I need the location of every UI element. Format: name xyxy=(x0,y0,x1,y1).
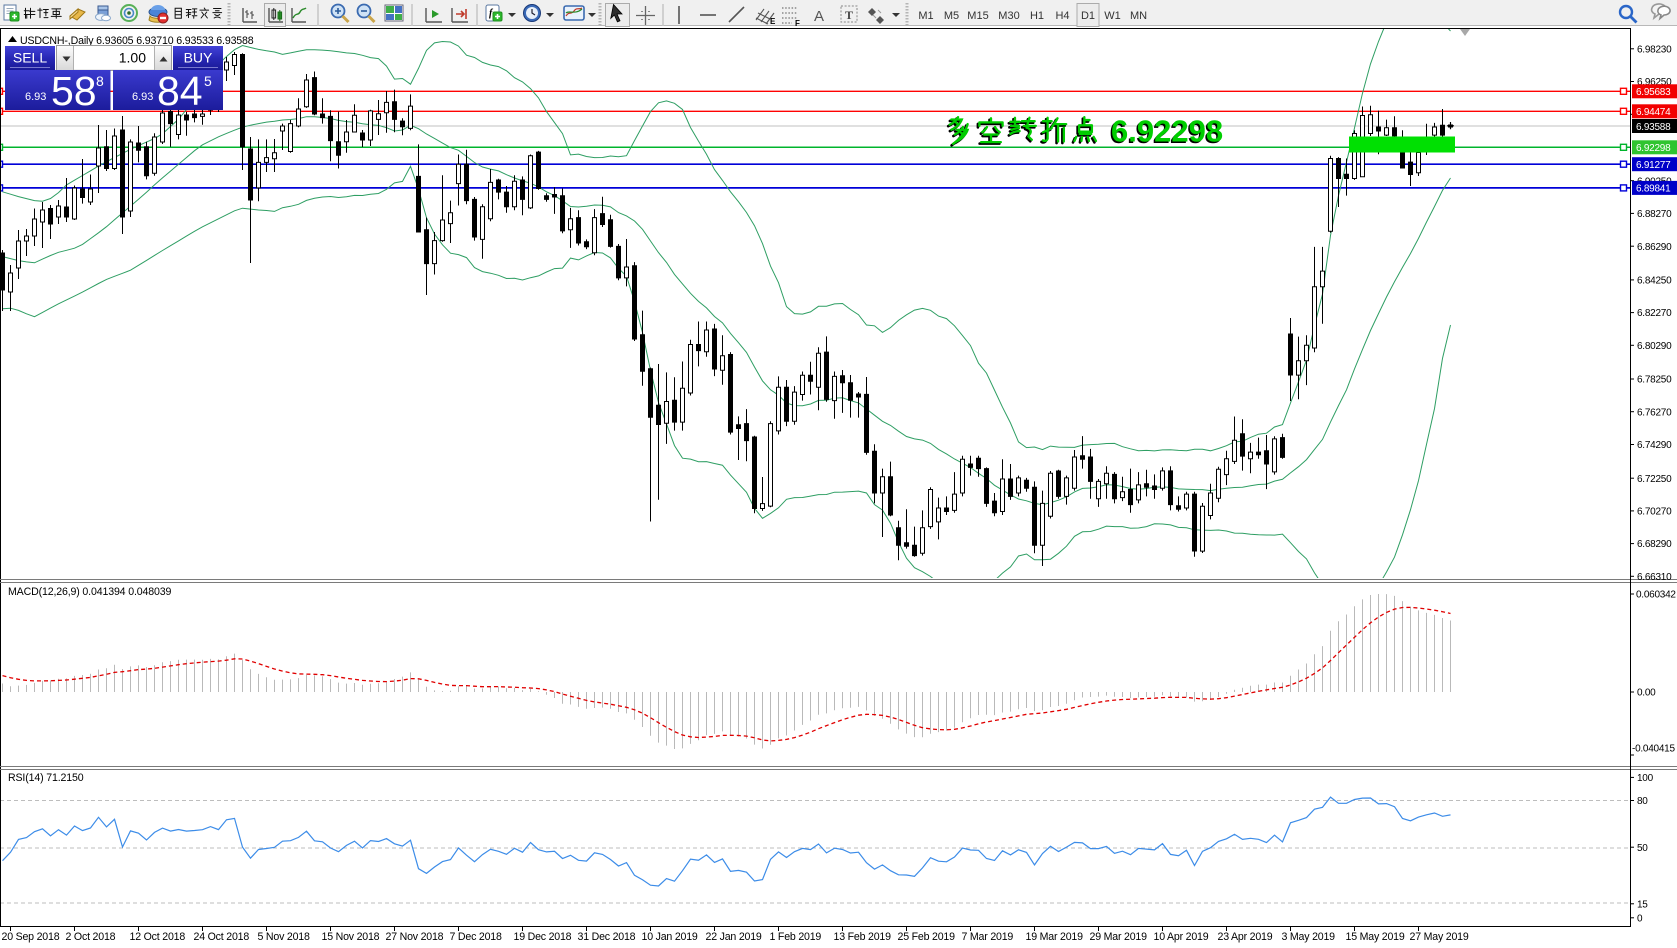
svg-text:USDCNH-,Daily 6.93605 6.93710: USDCNH-,Daily 6.93605 6.93710 6.93533 6.… xyxy=(20,35,254,47)
svg-text:0.00: 0.00 xyxy=(1637,688,1656,699)
svg-text:10 Apr 2019: 10 Apr 2019 xyxy=(1154,931,1209,943)
svg-text:6.84250: 6.84250 xyxy=(1637,276,1672,287)
svg-text:20 Sep 2018: 20 Sep 2018 xyxy=(2,931,60,943)
svg-text:84: 84 xyxy=(157,68,203,114)
svg-text:f: f xyxy=(489,8,494,19)
svg-text:25 Feb 2019: 25 Feb 2019 xyxy=(898,931,956,943)
svg-text:5: 5 xyxy=(204,73,212,89)
svg-text:13 Feb 2019: 13 Feb 2019 xyxy=(834,931,892,943)
svg-text:19 Dec 2018: 19 Dec 2018 xyxy=(514,931,572,943)
svg-text:BUY: BUY xyxy=(184,50,213,66)
svg-text:15 May 2019: 15 May 2019 xyxy=(1346,931,1405,943)
svg-text:2 Oct 2018: 2 Oct 2018 xyxy=(66,931,116,943)
svg-text:SELL: SELL xyxy=(13,50,47,66)
svg-text:6.93: 6.93 xyxy=(132,91,153,103)
svg-text:E: E xyxy=(770,17,776,26)
svg-text:0.060342: 0.060342 xyxy=(1636,590,1676,601)
svg-text:6.96250: 6.96250 xyxy=(1637,77,1672,88)
svg-text:1 Feb 2019: 1 Feb 2019 xyxy=(770,931,822,943)
svg-text:M5: M5 xyxy=(944,10,959,22)
svg-text:0: 0 xyxy=(1637,913,1643,924)
svg-text:6.92298: 6.92298 xyxy=(1111,114,1223,149)
svg-text:3 May 2019: 3 May 2019 xyxy=(1282,931,1336,943)
svg-text:6.93: 6.93 xyxy=(25,91,46,103)
svg-text:50: 50 xyxy=(1637,843,1648,854)
svg-text:6.76270: 6.76270 xyxy=(1637,407,1672,418)
svg-text:6.82270: 6.82270 xyxy=(1637,308,1672,319)
svg-text:6.78250: 6.78250 xyxy=(1637,375,1672,386)
svg-text:MN: MN xyxy=(1130,10,1147,22)
svg-text:6.95683: 6.95683 xyxy=(1636,87,1671,98)
svg-text:19 Mar 2019: 19 Mar 2019 xyxy=(1026,931,1084,943)
svg-text:1.00: 1.00 xyxy=(119,50,146,66)
svg-text:6.88270: 6.88270 xyxy=(1637,209,1672,220)
svg-text:T: T xyxy=(845,8,853,22)
svg-text:6.92298: 6.92298 xyxy=(1110,115,1222,150)
svg-text:-0.040415: -0.040415 xyxy=(1632,744,1675,755)
svg-text:M30: M30 xyxy=(998,10,1019,22)
svg-text:H4: H4 xyxy=(1055,10,1069,22)
svg-text:M15: M15 xyxy=(967,10,988,22)
svg-text:H1: H1 xyxy=(1030,10,1044,22)
svg-text:15: 15 xyxy=(1637,899,1648,910)
svg-text:A: A xyxy=(814,8,824,25)
svg-text:MACD(12,26,9) 0.041394 0.04803: MACD(12,26,9) 0.041394 0.048039 xyxy=(8,586,171,598)
svg-text:100: 100 xyxy=(1637,773,1654,784)
svg-text:W1: W1 xyxy=(1104,10,1121,22)
svg-text:5 Nov 2018: 5 Nov 2018 xyxy=(258,931,310,943)
svg-text:6.94474: 6.94474 xyxy=(1636,107,1671,118)
svg-text:6.86290: 6.86290 xyxy=(1637,242,1672,253)
svg-text:80: 80 xyxy=(1637,796,1648,807)
svg-text:6.92298: 6.92298 xyxy=(1636,143,1671,154)
svg-text:6.66310: 6.66310 xyxy=(1637,572,1672,583)
svg-text:10 Jan 2019: 10 Jan 2019 xyxy=(642,931,698,943)
svg-text:24 Oct 2018: 24 Oct 2018 xyxy=(194,931,250,943)
svg-text:31 Dec 2018: 31 Dec 2018 xyxy=(578,931,636,943)
svg-text:6.80290: 6.80290 xyxy=(1637,341,1672,352)
svg-text:23 Apr 2019: 23 Apr 2019 xyxy=(1218,931,1273,943)
svg-text:27 May 2019: 27 May 2019 xyxy=(1410,931,1469,943)
svg-text:22 Jan 2019: 22 Jan 2019 xyxy=(706,931,762,943)
svg-text:6.93588: 6.93588 xyxy=(1636,122,1671,133)
svg-text:8: 8 xyxy=(96,73,104,89)
svg-text:6.91277: 6.91277 xyxy=(1636,160,1671,171)
svg-text:6.98230: 6.98230 xyxy=(1637,44,1672,55)
svg-text:7 Dec 2018: 7 Dec 2018 xyxy=(450,931,502,943)
svg-text:12 Oct 2018: 12 Oct 2018 xyxy=(130,931,186,943)
svg-text:7 Mar 2019: 7 Mar 2019 xyxy=(962,931,1014,943)
svg-text:6.74290: 6.74290 xyxy=(1637,440,1672,451)
svg-text:M1: M1 xyxy=(918,10,933,22)
svg-text:6.68290: 6.68290 xyxy=(1637,539,1672,550)
svg-text:6.72250: 6.72250 xyxy=(1637,474,1672,485)
svg-text:58: 58 xyxy=(51,68,97,114)
svg-text:6.70270: 6.70270 xyxy=(1637,507,1672,518)
svg-text:29 Mar 2019: 29 Mar 2019 xyxy=(1090,931,1148,943)
svg-text:27 Nov 2018: 27 Nov 2018 xyxy=(386,931,444,943)
svg-text:15 Nov 2018: 15 Nov 2018 xyxy=(322,931,380,943)
svg-text:6.89841: 6.89841 xyxy=(1636,184,1671,195)
svg-text:D1: D1 xyxy=(1081,10,1095,22)
svg-text:F: F xyxy=(795,19,800,28)
svg-text:RSI(14) 71.2150: RSI(14) 71.2150 xyxy=(8,772,84,784)
